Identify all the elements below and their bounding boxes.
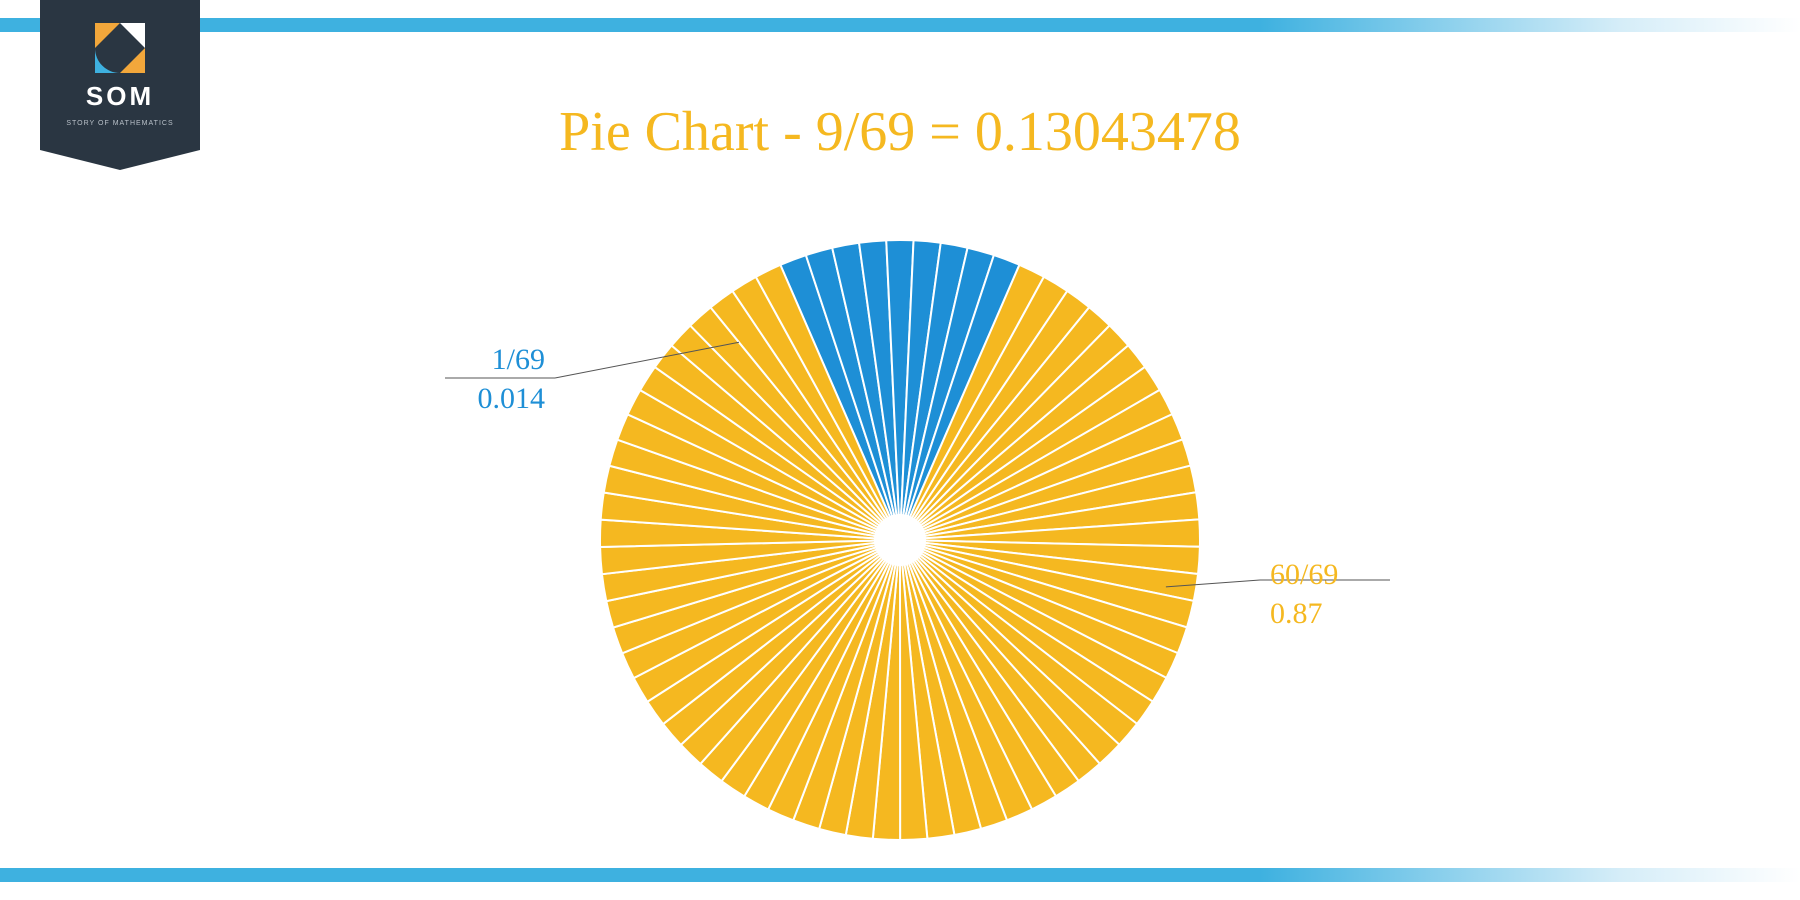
label-blue-fraction: 1/69 bbox=[355, 340, 545, 379]
logo-icon bbox=[95, 23, 145, 73]
bottom-accent-bar bbox=[0, 868, 1800, 882]
pie-center bbox=[874, 514, 926, 566]
label-blue: 1/69 0.014 bbox=[355, 340, 545, 418]
label-yellow-fraction: 60/69 bbox=[1270, 555, 1338, 594]
top-accent-bar bbox=[0, 18, 1800, 32]
label-blue-decimal: 0.014 bbox=[355, 379, 545, 418]
label-yellow-decimal: 0.87 bbox=[1270, 594, 1338, 633]
label-yellow: 60/69 0.87 bbox=[1270, 555, 1338, 633]
chart-title: Pie Chart - 9/69 = 0.13043478 bbox=[0, 100, 1800, 164]
